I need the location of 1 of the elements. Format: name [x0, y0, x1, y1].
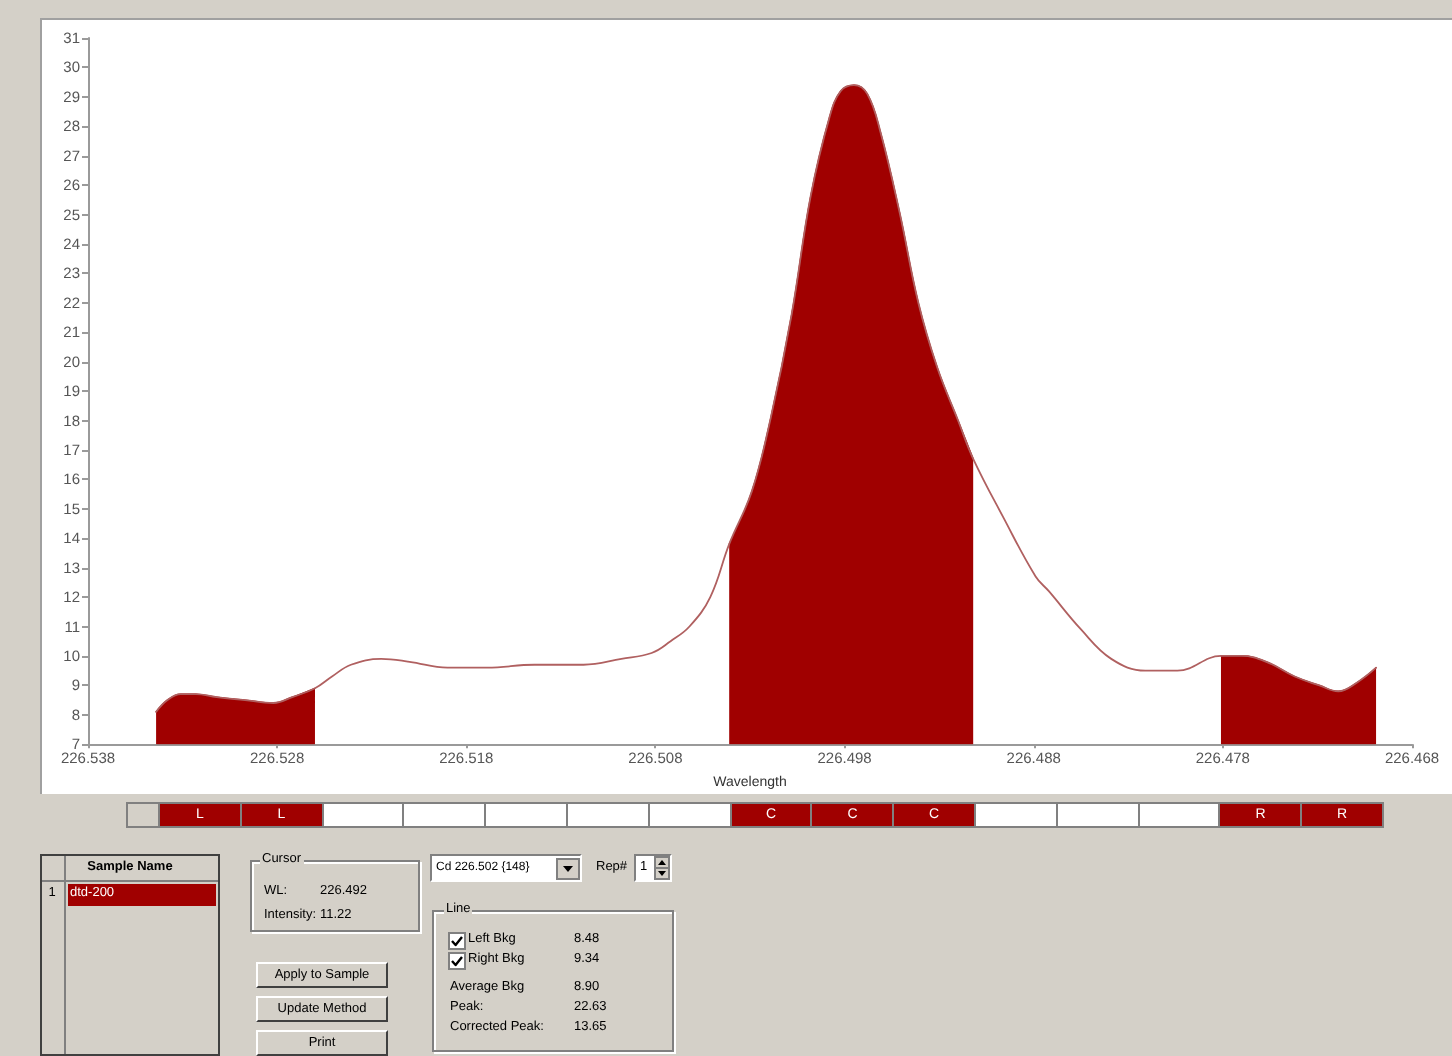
line-series — [155, 84, 1377, 713]
